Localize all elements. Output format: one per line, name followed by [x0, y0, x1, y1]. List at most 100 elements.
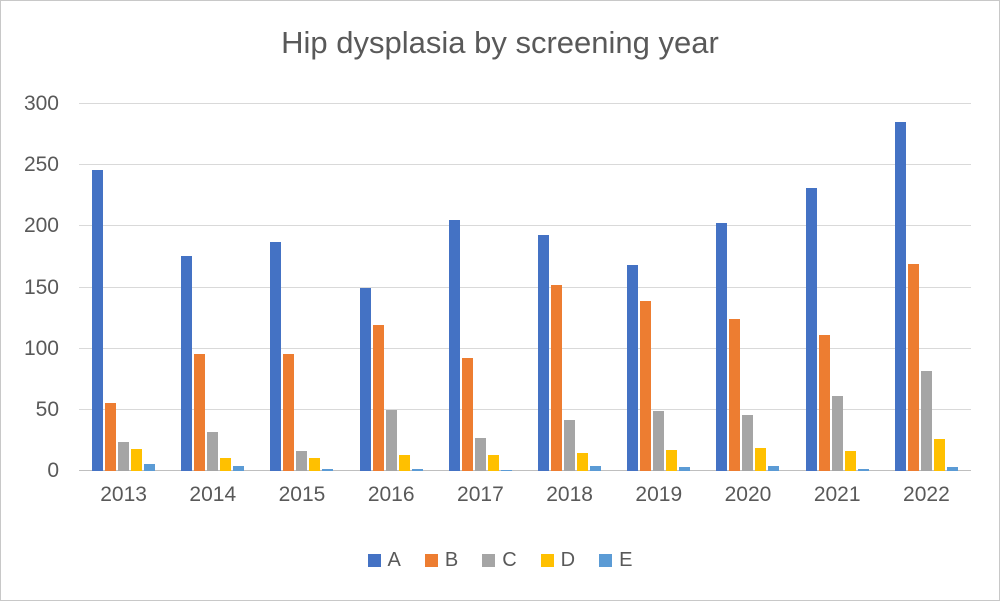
bar-group-2015 — [257, 104, 346, 471]
bar-E-2016 — [411, 468, 423, 471]
legend-item-A: A — [367, 549, 401, 572]
x-tick-label: 2021 — [813, 483, 861, 506]
y-tick-label: 150 — [23, 275, 59, 299]
y-axis: 0 50 100 150 200 250 300 — [1, 92, 59, 482]
bar-E-2017 — [500, 469, 512, 471]
legend-label: C — [502, 549, 517, 571]
bar-group-2020 — [703, 104, 792, 471]
bar-B-2022 — [907, 264, 919, 471]
bar-D-2019 — [666, 450, 678, 471]
bar-A-2013 — [92, 170, 104, 471]
bar-E-2018 — [590, 466, 602, 471]
bar-A-2019 — [627, 265, 639, 471]
bar-E-2021 — [857, 468, 869, 471]
bar-C-2021 — [831, 396, 843, 471]
bar-B-2020 — [729, 319, 741, 471]
plot-area — [79, 103, 971, 471]
gridline — [79, 103, 971, 104]
bar-A-2016 — [359, 287, 371, 471]
bar-A-2018 — [538, 234, 550, 471]
bar-E-2015 — [322, 468, 334, 471]
legend-label: B — [444, 549, 459, 571]
bar-C-2020 — [742, 414, 754, 471]
bar-group-2022 — [882, 104, 971, 471]
bar-E-2019 — [679, 467, 691, 471]
gridline — [79, 286, 971, 288]
bar-D-2021 — [844, 451, 856, 471]
bar-B-2017 — [461, 358, 473, 471]
bar-B-2018 — [551, 285, 563, 471]
bar-E-2022 — [946, 467, 958, 471]
x-tick-label: 2019 — [635, 483, 683, 506]
bar-C-2022 — [920, 370, 932, 471]
bar-A-2021 — [805, 188, 817, 471]
y-tick-label: 50 — [35, 397, 59, 421]
bar-group-2018 — [525, 104, 614, 471]
bar-D-2014 — [220, 457, 232, 471]
x-tick-label: 2022 — [903, 483, 950, 506]
bar-D-2016 — [398, 455, 410, 471]
bar-group-2021 — [793, 104, 882, 471]
bar-D-2018 — [577, 452, 589, 471]
bar-A-2014 — [181, 255, 193, 471]
x-axis-line — [79, 470, 971, 471]
bar-D-2013 — [131, 448, 143, 471]
y-tick-label: 0 — [47, 459, 59, 482]
bar-B-2015 — [283, 353, 295, 471]
bar-B-2014 — [194, 353, 206, 471]
legend-label: E — [619, 549, 633, 571]
legend: A B C D E — [1, 549, 999, 572]
y-tick-label: 300 — [23, 92, 59, 115]
bar-C-2019 — [653, 411, 665, 471]
chart-title: Hip dysplasia by screening year — [281, 25, 719, 60]
bar-C-2014 — [207, 431, 219, 471]
bar-C-2015 — [296, 451, 308, 471]
x-tick-label: 2017 — [457, 483, 504, 506]
legend-swatch-icon — [482, 554, 496, 567]
bar-B-2013 — [105, 402, 117, 471]
gridline — [79, 164, 971, 166]
x-tick-label: 2013 — [100, 483, 147, 506]
bar-group-2014 — [168, 104, 257, 471]
bar-A-2017 — [448, 220, 460, 471]
y-tick-label: 250 — [23, 153, 59, 177]
x-axis: 2013 2014 2015 2016 2017 2018 2019 2020 2021 2022 — [79, 483, 971, 513]
legend-item-C: C — [482, 549, 517, 572]
bar-D-2015 — [309, 457, 321, 471]
bar-C-2013 — [118, 441, 130, 471]
legend-item-D: D — [540, 549, 576, 572]
x-tick-label: 2018 — [546, 483, 593, 506]
bar-group-2017 — [436, 104, 525, 471]
legend-item-B: B — [424, 549, 459, 572]
gridline — [79, 225, 971, 227]
bar-C-2018 — [564, 419, 576, 471]
bar-C-2016 — [385, 409, 397, 471]
y-tick-label: 100 — [23, 336, 59, 360]
legend-swatch-icon — [540, 554, 554, 567]
legend-item-E: E — [599, 549, 632, 572]
bar-D-2017 — [487, 455, 499, 471]
bar-C-2017 — [474, 437, 486, 471]
gridline — [79, 347, 971, 349]
bar-A-2020 — [716, 222, 728, 471]
bar-E-2013 — [144, 463, 156, 471]
legend-swatch-icon — [424, 554, 438, 567]
bar-A-2022 — [894, 122, 906, 471]
bar-group-2013 — [79, 104, 168, 471]
legend-label: D — [560, 549, 576, 571]
bar-A-2015 — [270, 242, 282, 471]
gridline — [79, 408, 971, 410]
legend-swatch-icon — [367, 554, 381, 567]
bar-B-2021 — [818, 335, 830, 471]
bar-group-2019 — [614, 104, 703, 471]
legend-label: A — [387, 549, 401, 571]
legend-swatch-icon — [599, 554, 613, 567]
bar-D-2022 — [933, 439, 945, 471]
x-tick-label: 2015 — [278, 483, 326, 506]
y-tick-label: 200 — [23, 214, 59, 238]
bar-E-2020 — [768, 466, 780, 471]
x-tick-label: 2016 — [367, 483, 415, 506]
bar-B-2019 — [640, 300, 652, 471]
x-tick-label: 2020 — [724, 483, 772, 506]
